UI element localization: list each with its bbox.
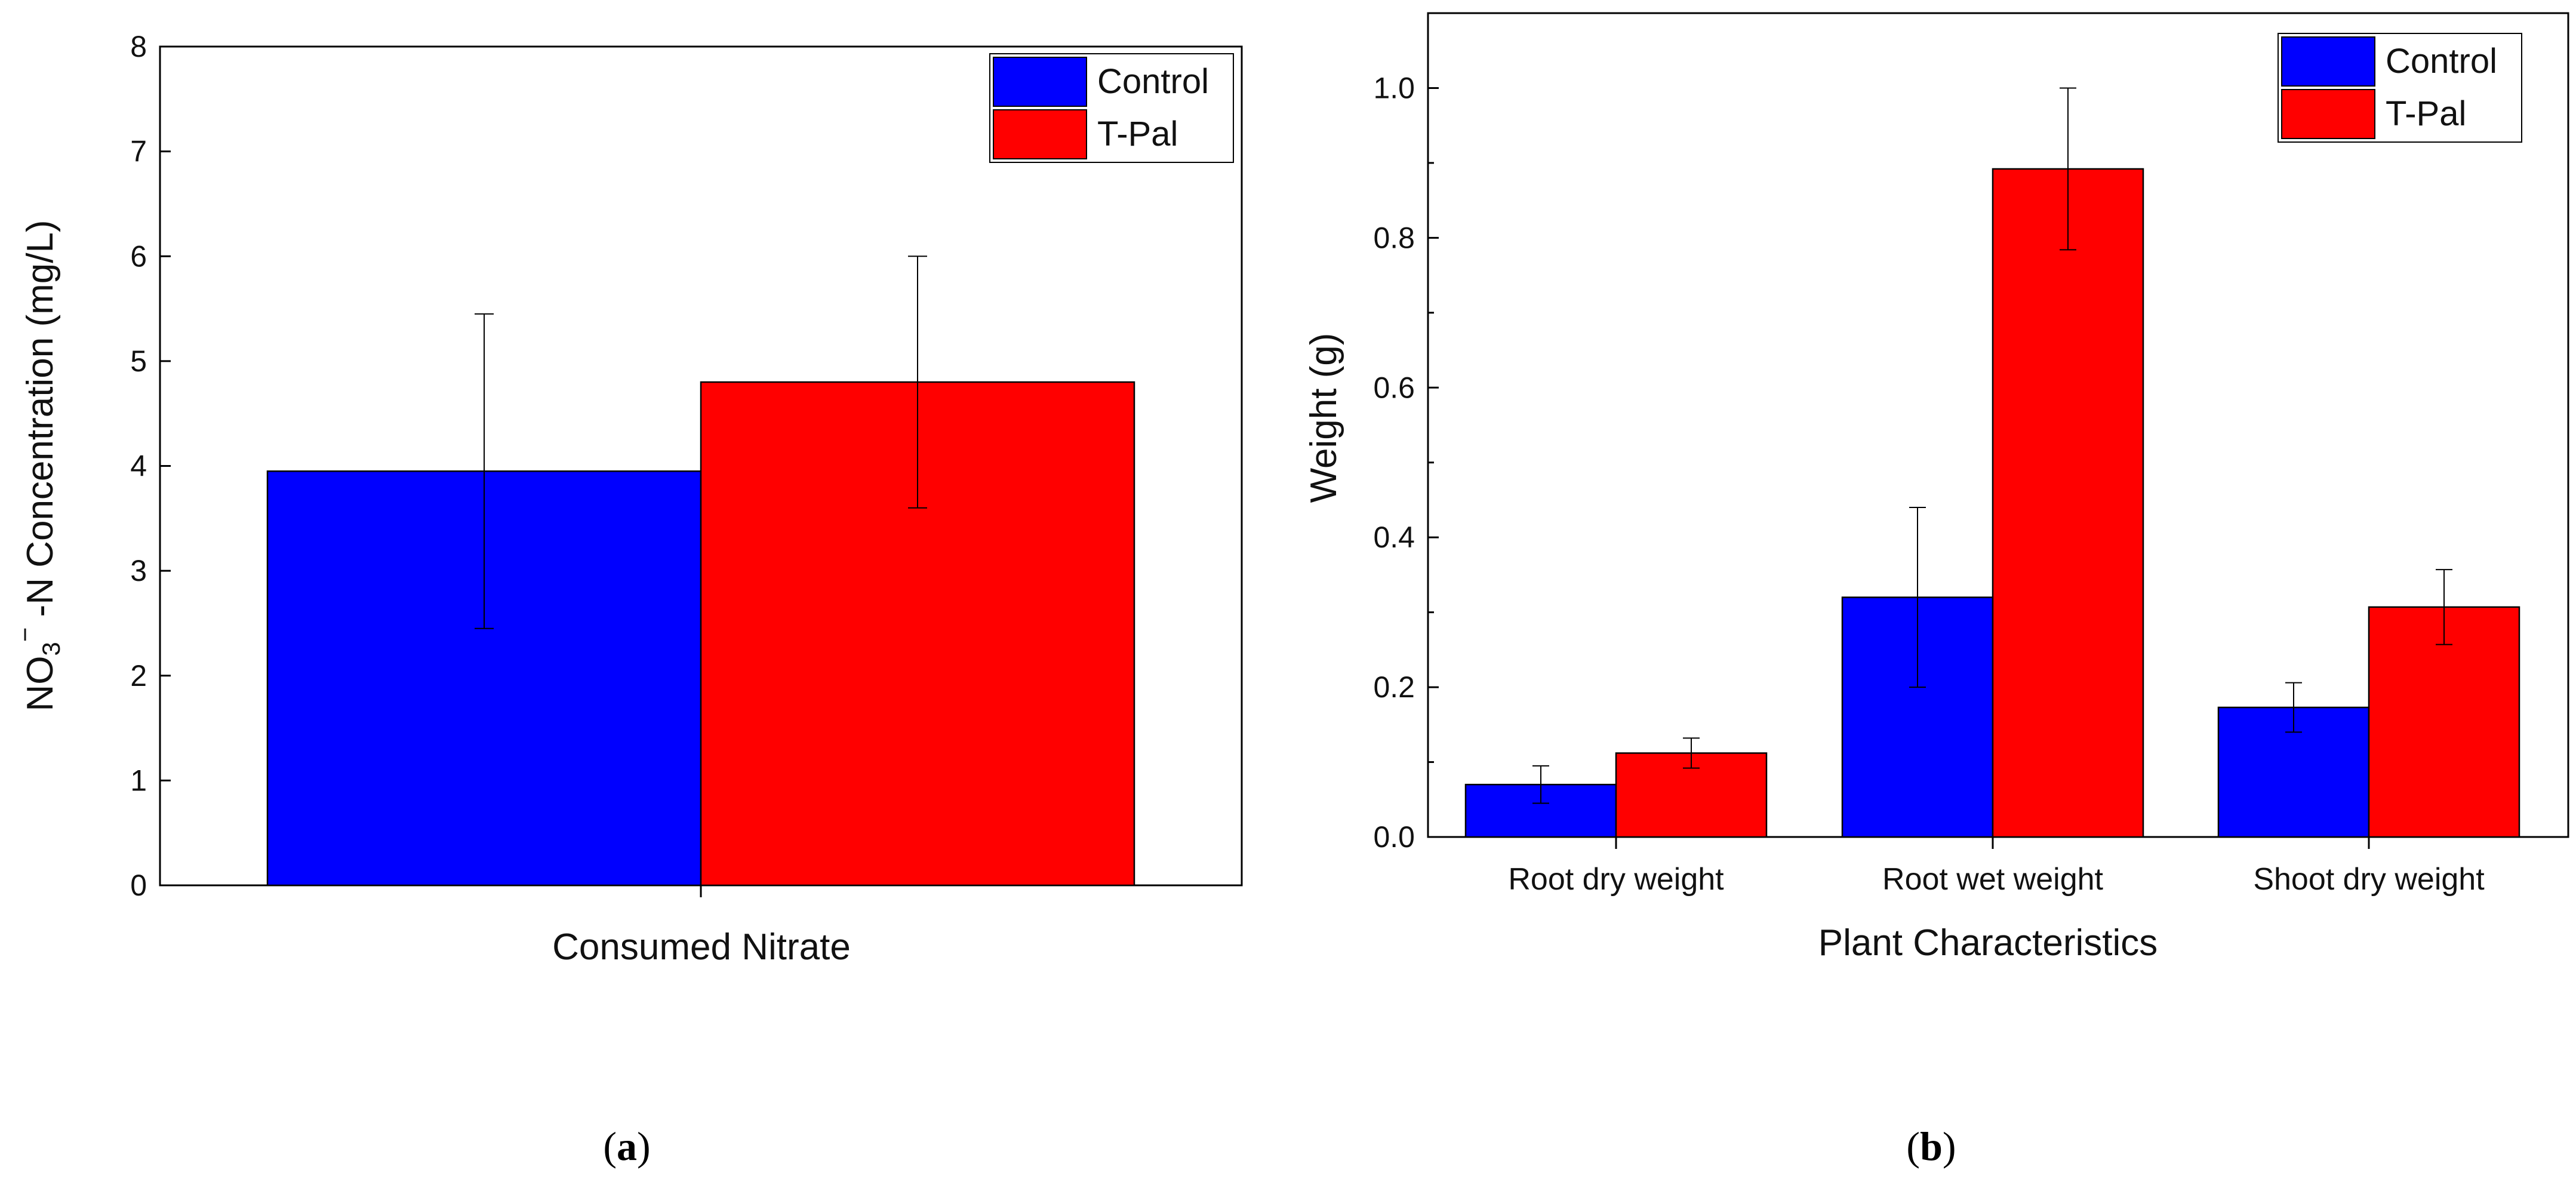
chart-b-caption: (b) xyxy=(1906,1124,1956,1169)
legend-label-tpal: T-Pal xyxy=(2386,94,2466,133)
chart-a-caption: (a) xyxy=(603,1124,650,1169)
legend-label-tpal: T-Pal xyxy=(1097,115,1178,153)
chart-a-ytick-label: 0 xyxy=(130,869,147,902)
chart-a-ytick-label: 6 xyxy=(130,239,147,273)
chart-b: 0.0 0.2 0.4 0.6 0.8 1.0 Root dry weight Root w… xyxy=(1303,12,2569,1169)
chart-b-xtick-label: Root dry weight xyxy=(1508,862,1724,897)
chart-b-bar-t-pal xyxy=(2368,606,2520,838)
chart-a-ytick-label: 4 xyxy=(130,450,147,483)
chart-b-ytick-label: 0.8 xyxy=(1373,221,1415,254)
legend-swatch-tpal xyxy=(993,109,1087,159)
chart-a-ytick-label: 8 xyxy=(130,30,147,63)
chart-b-ytick-label: 0.2 xyxy=(1373,670,1415,704)
chart-b-bar-t-pal xyxy=(1992,168,2144,838)
chart-a: 0 1 2 3 4 5 6 7 8 NO3− -N Concentration (mg/L) C… xyxy=(11,30,1243,1169)
chart-a-ytick-label: 7 xyxy=(130,135,147,168)
chart-b-ytick-label: 1.0 xyxy=(1373,71,1415,104)
chart-b-ytick-label: 0.4 xyxy=(1373,521,1415,554)
chart-a-ylabel: NO3− -N Concentration (mg/L) xyxy=(11,220,65,711)
legend-label-control: Control xyxy=(1097,62,1209,101)
chart-a-ytick-label: 2 xyxy=(130,659,147,693)
chart-b-xlabel: Plant Characteristics xyxy=(1818,922,2158,964)
chart-b-xtick-label: Shoot dry weight xyxy=(2253,862,2485,897)
legend-label-control: Control xyxy=(2386,42,2497,81)
chart-a-ytick-label: 5 xyxy=(130,344,147,378)
chart-b-ytick-label: 0.6 xyxy=(1373,371,1415,404)
chart-b-legend: Control T-Pal xyxy=(2278,33,2522,143)
legend-swatch-control xyxy=(2281,36,2375,87)
chart-a-ytick-label: 3 xyxy=(130,554,147,587)
legend-swatch-control xyxy=(993,57,1087,107)
chart-a-legend: Control T-Pal xyxy=(989,53,1234,163)
legend-swatch-tpal xyxy=(2281,89,2375,139)
chart-a-xlabel: Consumed Nitrate xyxy=(552,927,851,968)
chart-b-ylabel: Weight (g) xyxy=(1303,333,1344,503)
chart-a-ytick-label: 1 xyxy=(130,764,147,797)
chart-b-ytick-label: 0.0 xyxy=(1373,820,1415,854)
chart-b-xtick-label: Root wet weight xyxy=(1882,862,2104,897)
